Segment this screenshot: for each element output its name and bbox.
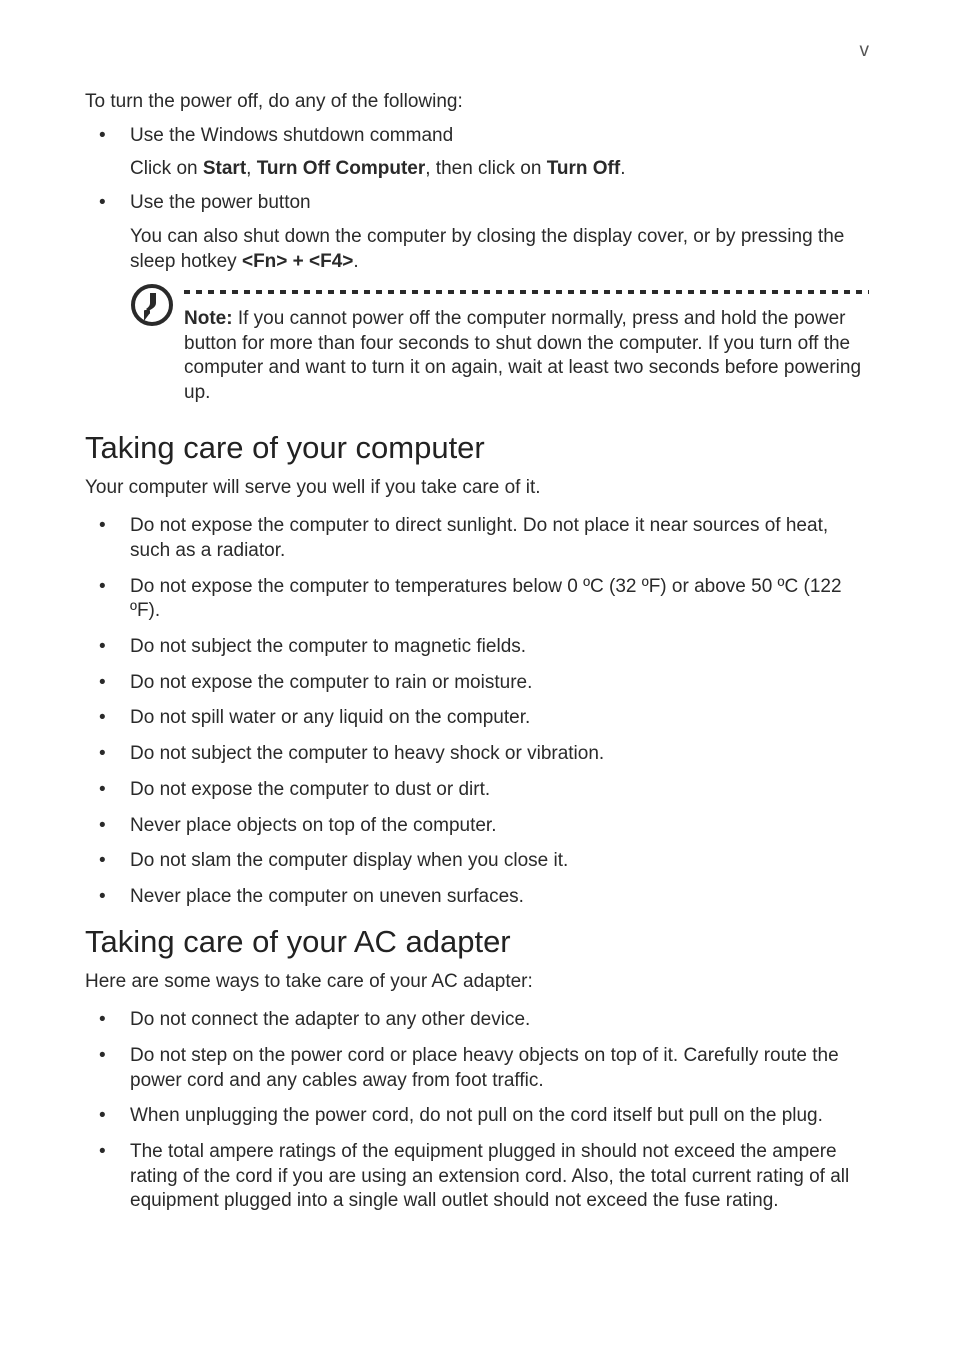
- note-label: Note:: [184, 308, 233, 329]
- power-off-list-2: Use the power button: [85, 190, 869, 216]
- bold-text: Turn Off: [547, 158, 621, 179]
- list-item: Do not expose the computer to temperatur…: [85, 575, 869, 624]
- list-item: Do not expose the computer to dust or di…: [85, 778, 869, 803]
- section-intro: Here are some ways to take care of your …: [85, 970, 869, 995]
- note-body: Note: If you cannot power off the comput…: [184, 307, 869, 406]
- list-item: Use the power button: [85, 190, 869, 216]
- list-item: Do not spill water or any liquid on the …: [85, 706, 869, 731]
- text-frag: , then click on: [425, 158, 546, 179]
- item-detail: Click on Start, Turn Off Computer, then …: [130, 156, 869, 182]
- list-item: Do not expose the computer to direct sun…: [85, 514, 869, 563]
- list-item: Do not subject the computer to magnetic …: [85, 635, 869, 660]
- list-item: Never place objects on top of the comput…: [85, 814, 869, 839]
- power-off-list: Use the Windows shutdown command: [85, 123, 869, 149]
- section-heading: Taking care of your AC adapter: [85, 924, 869, 960]
- text-frag: .: [620, 158, 625, 179]
- note-icon: [130, 283, 174, 327]
- list-item: Use the Windows shutdown command: [85, 123, 869, 149]
- care-adapter-list: Do not connect the adapter to any other …: [85, 1008, 869, 1214]
- list-item: Never place the computer on uneven surfa…: [85, 885, 869, 910]
- list-item: Do not expose the computer to rain or mo…: [85, 671, 869, 696]
- care-computer-list: Do not expose the computer to direct sun…: [85, 514, 869, 909]
- intro-line: To turn the power off, do any of the fol…: [85, 90, 869, 115]
- dashed-divider: [184, 289, 869, 295]
- page-number: v: [85, 40, 869, 62]
- item-lead: Use the Windows shutdown command: [130, 125, 453, 146]
- bold-text: <Fn> + <F4>: [242, 251, 353, 272]
- item-lead: Use the power button: [130, 192, 311, 213]
- list-item: Do not subject the computer to heavy sho…: [85, 742, 869, 767]
- text-frag: ,: [246, 158, 257, 179]
- list-item: Do not connect the adapter to any other …: [85, 1008, 869, 1033]
- section-heading: Taking care of your computer: [85, 430, 869, 466]
- text-frag: You can also shut down the computer by c…: [130, 226, 844, 273]
- text-frag: Click on: [130, 158, 203, 179]
- list-item: The total ampere ratings of the equipmen…: [85, 1140, 869, 1214]
- note-text-wrap: Note: If you cannot power off the comput…: [184, 283, 869, 406]
- note-text: If you cannot power off the computer nor…: [184, 308, 861, 403]
- section-intro: Your computer will serve you well if you…: [85, 476, 869, 501]
- bold-text: Start: [203, 158, 246, 179]
- list-item: Do not slam the computer display when yo…: [85, 849, 869, 874]
- list-item: Do not step on the power cord or place h…: [85, 1044, 869, 1093]
- note-block: Note: If you cannot power off the comput…: [130, 283, 869, 406]
- list-item: When unplugging the power cord, do not p…: [85, 1104, 869, 1129]
- text-frag: .: [353, 251, 358, 272]
- bold-text: Turn Off Computer: [257, 158, 426, 179]
- item-detail: You can also shut down the computer by c…: [130, 224, 869, 275]
